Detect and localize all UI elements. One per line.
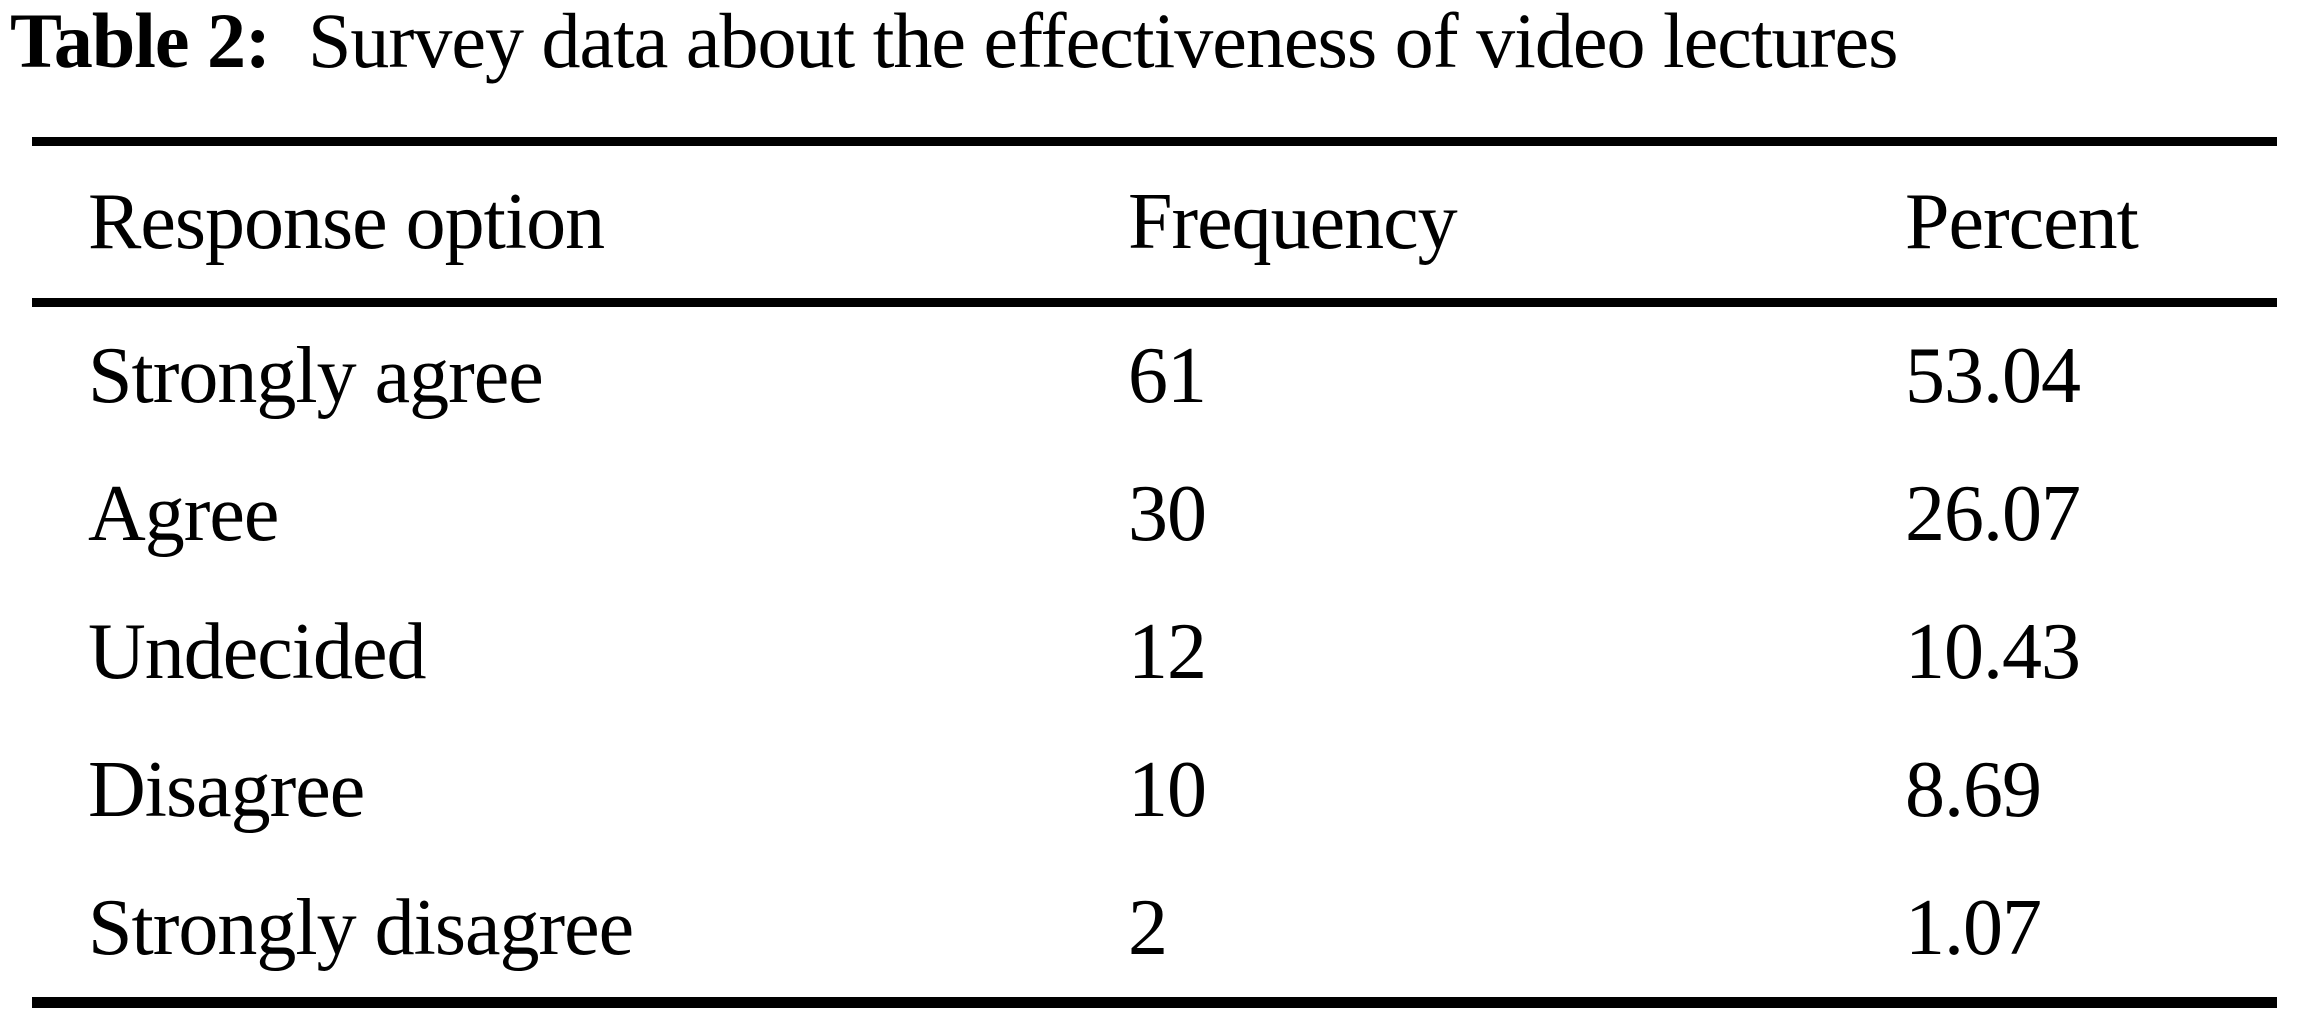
cell-frequency: 12 xyxy=(1128,607,1207,696)
cell-response-option: Undecided xyxy=(88,607,427,696)
column-header-response-option: Response option xyxy=(88,177,605,266)
cell-frequency: 2 xyxy=(1128,883,1168,972)
cell-response-option: Disagree xyxy=(88,745,365,834)
table-row: Agree 30 26.07 xyxy=(32,445,2277,583)
cell-response-option: Strongly disagree xyxy=(88,883,634,972)
cell-frequency: 10 xyxy=(1128,745,1207,834)
table-caption-number: Table 2: xyxy=(10,0,271,84)
survey-table: Response option Frequency Percent Strong… xyxy=(32,137,2277,1008)
table-header-rule xyxy=(32,298,2277,307)
column-header-percent: Percent xyxy=(1905,177,2139,266)
cell-response-option: Strongly agree xyxy=(88,331,544,420)
cell-percent: 26.07 xyxy=(1905,469,2081,558)
table-row: Strongly disagree 2 1.07 xyxy=(32,859,2277,997)
table-row: Disagree 10 8.69 xyxy=(32,721,2277,859)
cell-percent: 53.04 xyxy=(1905,331,2081,420)
cell-percent: 10.43 xyxy=(1905,607,2081,696)
cell-response-option: Agree xyxy=(88,469,279,558)
table-bottom-rule xyxy=(32,997,2277,1008)
cell-percent: 1.07 xyxy=(1905,883,2042,972)
table-row: Strongly agree 61 53.04 xyxy=(32,307,2277,445)
table-caption-text: Survey data about the effectiveness of v… xyxy=(308,0,1898,84)
cell-percent: 8.69 xyxy=(1905,745,2042,834)
cell-frequency: 30 xyxy=(1128,469,1207,558)
table-top-rule xyxy=(32,137,2277,146)
table-header-row: Response option Frequency Percent xyxy=(32,146,2277,298)
table-caption: Table 2: Survey data about the effectiven… xyxy=(10,0,1898,84)
cell-frequency: 61 xyxy=(1128,331,1207,420)
table-row: Undecided 12 10.43 xyxy=(32,583,2277,721)
column-header-frequency: Frequency xyxy=(1128,177,1458,266)
